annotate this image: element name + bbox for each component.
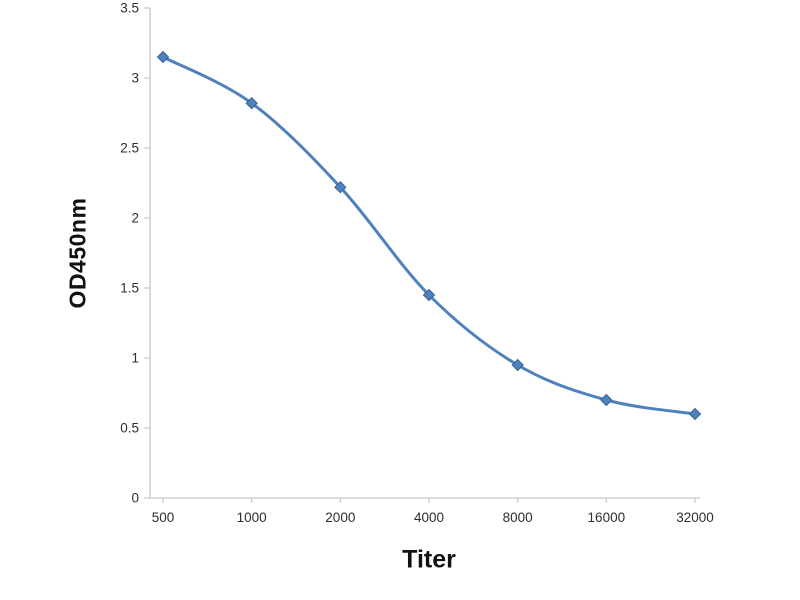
y-tick-label: 0.5 <box>120 421 139 436</box>
x-axis-title: Titer <box>402 545 456 574</box>
x-tick-label: 4000 <box>414 510 444 525</box>
y-tick-label: 3.5 <box>120 1 139 16</box>
y-tick-label: 1 <box>131 351 139 366</box>
y-tick-label: 2 <box>131 211 139 226</box>
data-point-marker <box>334 180 347 194</box>
y-tick-label: 0 <box>131 491 139 506</box>
data-point-marker <box>156 50 170 64</box>
x-tick-label: 1000 <box>237 510 267 525</box>
data-point-marker <box>422 288 436 302</box>
y-tick-label: 2.5 <box>120 141 139 156</box>
y-tick-label: 1.5 <box>120 281 139 296</box>
data-series-line <box>161 55 697 416</box>
x-tick-label: 8000 <box>503 510 533 525</box>
x-tick-label: 16000 <box>588 510 626 525</box>
data-point-marker <box>511 358 524 372</box>
x-tick-label: 2000 <box>325 510 355 525</box>
y-tick-label: 3 <box>131 71 139 86</box>
x-tick-label: 32000 <box>676 510 714 525</box>
data-point-marker <box>688 407 702 421</box>
y-axis-title: OD450nm <box>64 197 91 309</box>
data-point-marker <box>245 96 258 110</box>
x-tick-label: 500 <box>152 510 175 525</box>
data-point-marker <box>600 393 613 407</box>
